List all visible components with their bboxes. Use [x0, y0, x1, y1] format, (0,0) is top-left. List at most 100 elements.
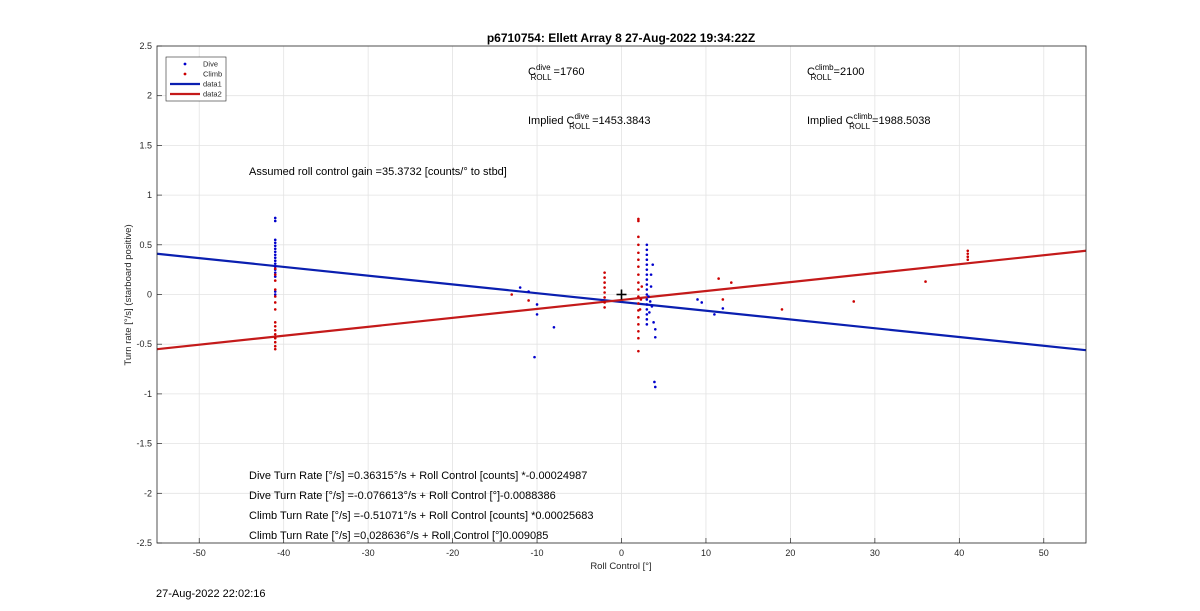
- climb-point: [637, 329, 640, 333]
- dive-point: [649, 273, 653, 276]
- climb-point: [273, 344, 277, 348]
- fit-equation-4: Climb Turn Rate [°/s] =0.028636°/s + Rol…: [249, 530, 548, 542]
- chart-title: p6710754: Ellett Array 8 27-Aug-2022 19:…: [487, 31, 755, 45]
- climb-point: [273, 273, 277, 276]
- climb-point: [637, 316, 640, 319]
- dive-point: [645, 273, 649, 276]
- dive-point: [645, 263, 649, 266]
- c-roll-climb-label: Cclimb ROLL =2100: [807, 63, 864, 82]
- climb-point: [273, 267, 277, 270]
- y-tick-label: -1.5: [136, 439, 152, 449]
- dive-point: [645, 293, 649, 296]
- dive-point: [273, 293, 277, 296]
- climb-point: [603, 281, 606, 284]
- dive-point: [273, 219, 277, 223]
- climb-point: [603, 296, 606, 299]
- dive-point: [721, 307, 725, 310]
- x-axis-label: Roll Control [°]: [590, 561, 651, 572]
- fit-equation-2: Dive Turn Rate [°/s] =-0.076613°/s + Rol…: [249, 490, 556, 502]
- climb-point: [273, 328, 277, 332]
- dive-point: [535, 313, 539, 316]
- fit-equation-3: Climb Turn Rate [°/s] =-0.51071°/s + Rol…: [249, 510, 594, 522]
- x-tick-labels: -50 -40 -30 -20 -10 0 10 20 30 40 50: [193, 538, 1049, 558]
- climb-point: [637, 349, 640, 353]
- climb-point: [637, 258, 640, 262]
- dive-point: [645, 323, 649, 326]
- x-tick-label: -10: [531, 548, 544, 558]
- dive-point: [273, 259, 277, 263]
- climb-point: [721, 298, 725, 301]
- dive-point: [651, 263, 655, 266]
- climb-point: [966, 249, 970, 253]
- climb-point: [717, 277, 720, 280]
- climb-point: [510, 293, 514, 296]
- climb-point: [966, 258, 970, 262]
- dive-point: [273, 256, 277, 260]
- dive-point: [527, 290, 530, 293]
- climb-point: [603, 306, 606, 309]
- climb-point: [603, 291, 606, 294]
- dive-point: [645, 283, 649, 286]
- dive-point: [696, 298, 699, 301]
- dive-point: [645, 313, 649, 316]
- y-tick-labels: -2.5 -2 -1.5 -1 -0.5 0 0.5 1 1.5 2 2.5: [136, 41, 162, 548]
- data-points: [273, 216, 970, 389]
- climb-point: [273, 301, 277, 304]
- climb-point: [637, 336, 640, 340]
- dive-point: [648, 311, 651, 314]
- legend-data1-label: data1: [203, 80, 222, 89]
- climb-point: [527, 299, 530, 302]
- dive-point: [645, 278, 649, 281]
- climb-point: [603, 301, 606, 304]
- dive-point: [645, 318, 649, 321]
- dive-point: [273, 250, 277, 254]
- y-tick-label: -1: [144, 389, 152, 399]
- dive-point: [653, 380, 656, 384]
- climb-point: [640, 285, 644, 288]
- climb-point: [638, 308, 642, 311]
- climb-point: [637, 265, 640, 268]
- legend-climb-label: Climb: [203, 70, 222, 79]
- climb-point: [637, 295, 640, 298]
- dive-point: [273, 271, 277, 274]
- implied-c-roll-dive-label: Implied Cdive ROLL =1453.3843: [528, 112, 650, 131]
- climb-point: [729, 281, 733, 284]
- c-roll-dive-label: Cdive ROLL =1760: [528, 63, 584, 82]
- y-tick-label: 0: [147, 290, 152, 300]
- dive-point: [535, 303, 539, 306]
- implied-c-roll-climb-label: Implied Cclimb ROLL =1988.5038: [807, 112, 930, 131]
- climb-point: [637, 281, 640, 284]
- climb-point: [603, 271, 606, 274]
- dive-point: [273, 238, 277, 242]
- origin-plus-marker: [616, 289, 627, 300]
- legend-data2-label: data2: [203, 90, 222, 99]
- climb-point: [273, 279, 277, 282]
- dive-point: [652, 321, 655, 324]
- print-timestamp: 27-Aug-2022 22:02:16: [156, 588, 266, 600]
- climb-point: [637, 288, 640, 291]
- climb-point: [637, 273, 640, 276]
- climb-point: [637, 302, 640, 305]
- climb-point: [637, 323, 640, 326]
- x-tick-label: 40: [954, 548, 964, 558]
- dive-point: [273, 290, 277, 293]
- roll-gain-annotation: Assumed roll control gain =35.3732 [coun…: [249, 166, 507, 178]
- dive-point: [552, 326, 556, 329]
- y-tick-label: 1.5: [139, 140, 152, 150]
- dive-point: [645, 298, 649, 301]
- dive-point: [648, 300, 652, 303]
- climb-point: [780, 308, 784, 311]
- dive-point: [273, 265, 277, 268]
- legend-dive-marker: [183, 62, 187, 66]
- climb-point: [273, 347, 277, 351]
- y-axis-label: Turn rate [°/s] (starboard positive): [123, 224, 134, 365]
- x-tick-label: -50: [193, 548, 206, 558]
- climb-point: [273, 308, 277, 311]
- dive-point: [273, 275, 277, 278]
- dive-point: [650, 305, 654, 308]
- dive-point: [645, 308, 649, 311]
- x-tick-label: 30: [870, 548, 880, 558]
- legend: Dive Climb data1 data2: [165, 56, 227, 102]
- climb-point: [852, 300, 856, 303]
- x-tick-label: 0: [619, 548, 624, 558]
